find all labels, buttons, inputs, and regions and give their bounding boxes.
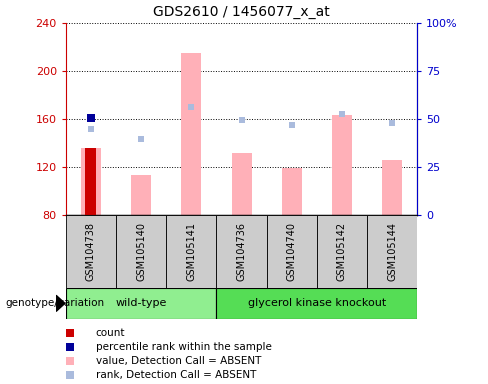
Bar [266,215,317,288]
Bar [81,148,101,215]
Bar [282,168,302,215]
Bar [182,53,202,215]
Text: value, Detection Call = ABSENT: value, Detection Call = ABSENT [96,356,261,366]
Text: GSM104738: GSM104738 [86,222,96,281]
Bar [66,288,217,319]
Text: rank, Detection Call = ABSENT: rank, Detection Call = ABSENT [96,370,256,380]
Text: GSM105142: GSM105142 [337,222,347,281]
Text: GSM104740: GSM104740 [287,222,297,281]
Text: wild-type: wild-type [116,298,167,308]
Bar [317,215,367,288]
Bar [217,215,266,288]
Bar [66,215,116,288]
Text: percentile rank within the sample: percentile rank within the sample [96,343,271,353]
Bar [231,152,252,215]
Text: GSM105140: GSM105140 [136,222,146,281]
Text: GSM105141: GSM105141 [186,222,196,281]
Text: GSM104736: GSM104736 [237,222,246,281]
Bar [367,215,417,288]
Text: genotype/variation: genotype/variation [5,298,104,308]
Bar [332,116,352,215]
Bar [166,215,217,288]
Bar [85,148,97,215]
Title: GDS2610 / 1456077_x_at: GDS2610 / 1456077_x_at [153,5,330,19]
Polygon shape [56,295,65,311]
Bar [116,215,166,288]
Text: glycerol kinase knockout: glycerol kinase knockout [248,298,386,308]
Text: GSM105144: GSM105144 [387,222,397,281]
Text: count: count [96,328,125,338]
Bar [382,160,402,215]
Bar [217,288,417,319]
Bar [131,175,151,215]
